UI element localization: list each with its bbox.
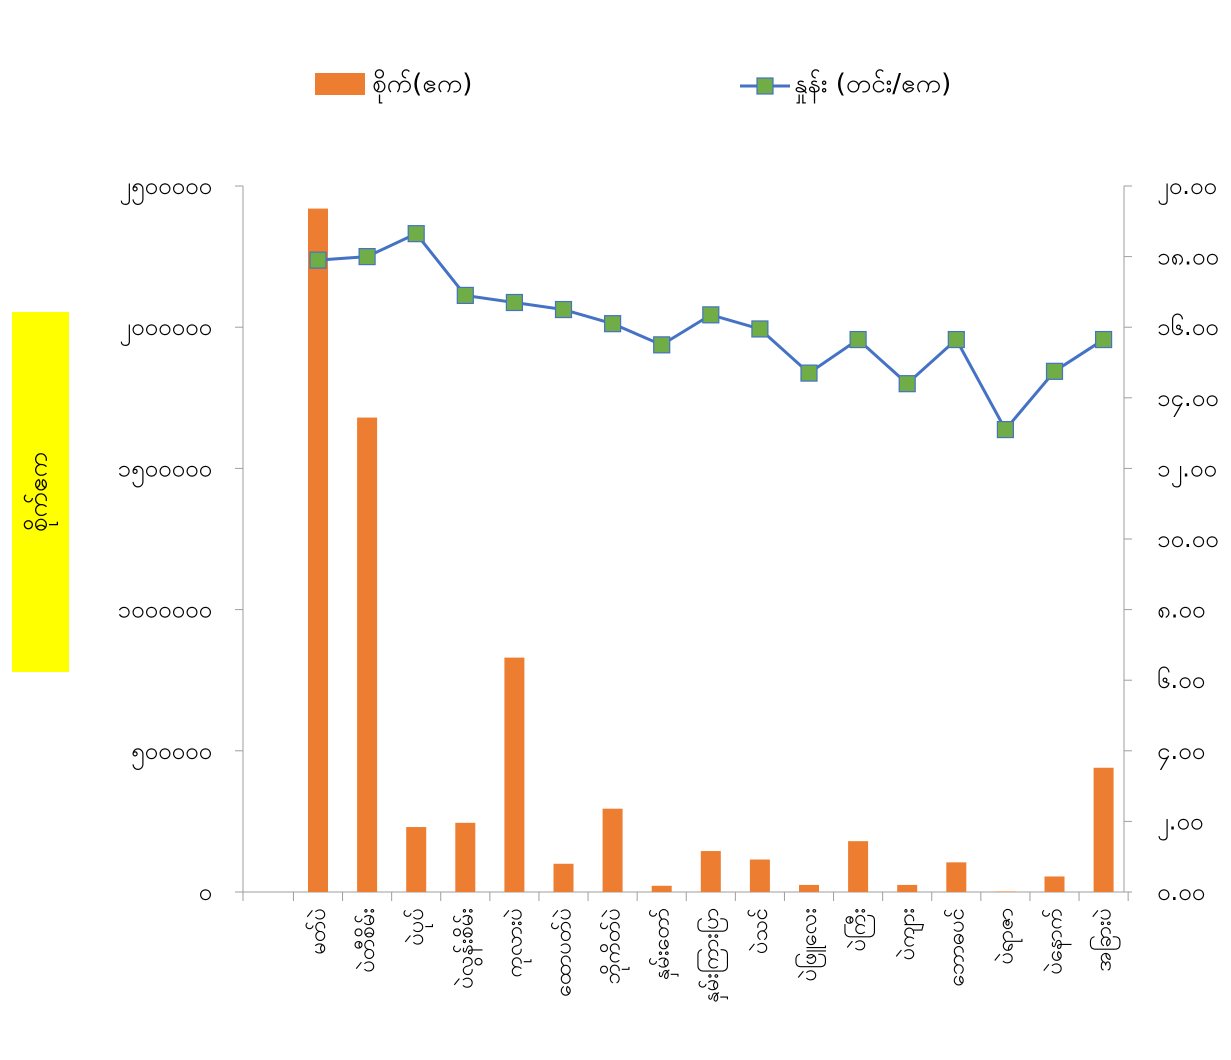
category-label: မတ်ပဲ [305,908,331,955]
category-label: ပဲနောက် [1042,908,1072,974]
bar [504,657,525,892]
right-axis-tick-label: ၂.၀၀ [1157,807,1203,840]
bar [553,863,574,892]
line-point [407,225,425,243]
line-point [702,306,720,324]
line-point [1045,362,1064,380]
category-label: ပဲရာဇာ [993,908,1022,964]
bar [897,884,918,892]
bar [455,822,476,892]
legend-bar-swatch [315,73,365,95]
line-point [505,293,523,312]
left-axis-tick-label: ၂၅၀၀၀၀၀ [119,172,212,205]
category-label: ပဲဖြူလေး [795,908,827,981]
category-label: ပဲတီစိမ်း [354,908,380,973]
line-point [309,251,327,269]
line-point [554,300,573,319]
bar [995,891,1016,892]
bar [308,208,328,893]
category-label: နှမ်းတော် [649,908,680,980]
line-point [1094,330,1113,349]
legend-line-label: နှုန်း (တင်း/ဧက) [794,68,951,104]
line-series-path [317,231,1105,433]
right-axis-tick-label: ၁၈.၀၀ [1157,243,1219,271]
bar [406,827,427,892]
right-axis-tick-label: ၂၀.၀၀ [1157,172,1217,205]
left-axis-tick-label: ၂၀၀၀၀၀၀ [119,313,212,346]
bar [700,851,721,892]
bar [651,885,672,892]
category-label: အခြားပဲ [1090,908,1121,971]
bar [1093,767,1114,892]
line-point [849,330,867,349]
category-label: ပဲလွန်းစိမ်း [452,908,483,989]
category-label: နှမ်းကြားပြာ [697,908,729,1003]
y-axis-label-box [12,312,69,672]
legend-bar-label: စိုက်(ဧက) [372,68,472,104]
line-point [947,330,965,349]
line-point [653,336,671,354]
right-axis-tick-label: ၁၀.၀၀ [1157,525,1219,553]
category-label: ပဲသင် [747,908,773,954]
category-label: ပဲကျား [895,908,924,960]
category-label: ထောပတ်ပဲ [551,908,577,997]
left-axis-tick-label: ၁၀၀၀၀၀၀ [118,596,213,624]
bar [749,859,770,892]
line-point [603,315,622,333]
category-label: ကုလားပဲ [502,908,531,977]
line-point [996,420,1015,439]
legend-line-marker [756,77,774,95]
line-point [751,320,769,338]
line-point [358,248,376,266]
bar [1044,876,1065,892]
category-label: ပဲကြီး [844,908,875,951]
right-axis-tick-label: ၁၂.၀၀ [1157,454,1217,487]
left-axis-tick-label: ၅၀၀၀၀၀ [131,737,212,770]
bar [357,417,378,892]
right-axis-tick-label: ၁၆.၀၀ [1157,312,1219,341]
category-label: ဘောဓပင် [943,908,969,986]
right-axis-tick-label: ၄.၀၀ [1157,737,1205,770]
left-axis-tick-label: ၁၅၀၀၀၀၀ [118,454,213,487]
category-label: ဘိုကိတ်ပဲ [600,908,630,985]
bar [946,862,967,892]
left-axis-tick-label: ၀ [199,878,213,906]
line-point [800,364,818,382]
bar [602,808,623,892]
right-axis-tick-label: ၆.၀၀ [1157,665,1205,694]
bar [799,884,819,892]
line-point [456,286,474,305]
line-point [898,375,916,393]
right-axis-tick-label: ၈.၀၀ [1157,596,1205,624]
category-label: ပဲပုပ် [403,908,433,946]
bar [848,841,869,892]
right-axis-tick-label: ၀.၀၀ [1157,878,1205,906]
right-axis-tick-label: ၁၄.၀၀ [1157,384,1219,417]
